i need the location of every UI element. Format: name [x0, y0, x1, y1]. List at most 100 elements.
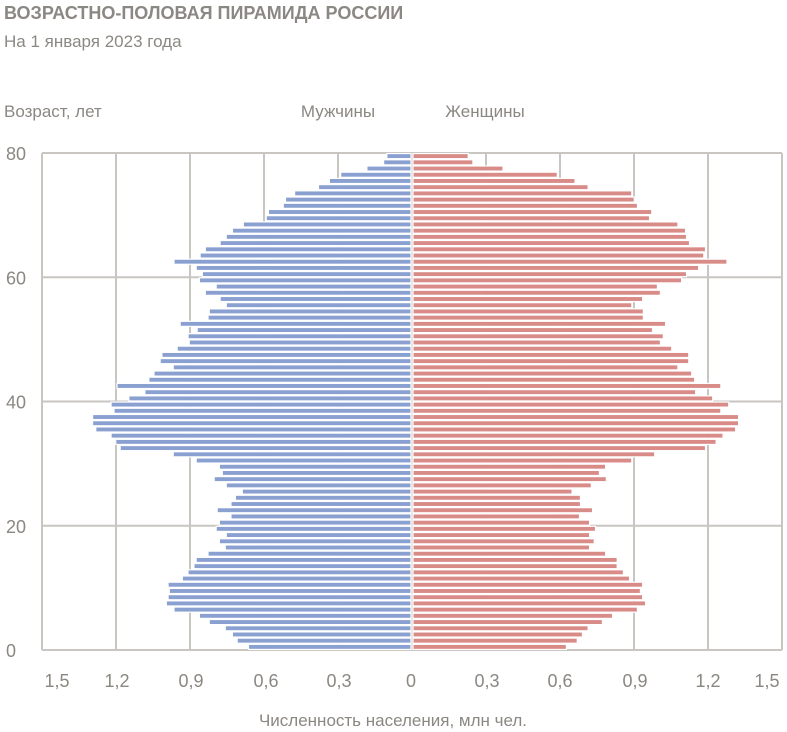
x-tick-label: 0,3 — [326, 671, 351, 691]
bar-female-age-36 — [412, 420, 740, 427]
bar-female-age-77 — [412, 165, 504, 172]
bar-female-age-0 — [412, 643, 568, 651]
bar-female-age-8 — [412, 594, 644, 601]
bar-male-age-69 — [265, 215, 412, 222]
bar-female-age-47 — [412, 351, 690, 359]
bar-male-age-37 — [91, 413, 412, 421]
y-tick-label: 20 — [6, 517, 26, 537]
bar-male-age-55 — [225, 302, 412, 309]
bar-female-age-74 — [412, 184, 589, 191]
bar-female-age-6 — [412, 606, 639, 613]
bar-female-age-59 — [412, 277, 683, 284]
bar-female-age-54 — [412, 308, 644, 315]
bar-male-age-30 — [195, 457, 412, 464]
bar-male-age-23 — [230, 500, 412, 508]
bar-male-age-74 — [317, 184, 412, 191]
bar-male-age-9 — [168, 587, 412, 595]
bar-female-age-26 — [412, 482, 592, 489]
bar-female-age-75 — [412, 177, 576, 185]
bar-male-age-42 — [116, 382, 412, 390]
bar-female-age-22 — [412, 507, 594, 514]
bar-female-age-2 — [412, 631, 584, 638]
x-tick-label: 0 — [406, 671, 416, 691]
bar-female-age-19 — [412, 525, 597, 533]
bar-female-age-34 — [412, 432, 724, 439]
bar-female-age-79 — [412, 152, 469, 160]
bar-female-age-16 — [412, 544, 591, 551]
bar-male-age-77 — [366, 165, 412, 172]
bar-female-age-31 — [412, 451, 656, 458]
y-tick-label: 80 — [6, 144, 26, 164]
bar-female-age-51 — [412, 326, 654, 334]
bar-female-age-14 — [412, 556, 618, 564]
bar-female-age-1 — [412, 637, 578, 644]
bar-female-age-15 — [412, 550, 607, 557]
bar-male-age-35 — [95, 426, 412, 433]
bar-female-age-68 — [412, 221, 679, 228]
bar-female-age-69 — [412, 215, 651, 222]
bar-female-age-39 — [412, 401, 730, 408]
bar-female-age-24 — [412, 494, 582, 501]
bar-male-age-31 — [172, 451, 412, 458]
bar-male-age-22 — [216, 507, 412, 514]
bar-female-age-35 — [412, 426, 737, 433]
bar-male-age-45 — [172, 364, 412, 371]
bar-male-age-56 — [219, 295, 412, 303]
x-tick-label: 1,5 — [44, 671, 69, 691]
bar-male-age-25 — [241, 488, 412, 495]
bar-female-age-57 — [412, 289, 661, 296]
bar-male-age-52 — [179, 320, 412, 327]
bar-male-age-2 — [231, 631, 412, 638]
bar-male-age-17 — [218, 538, 412, 545]
bar-male-age-1 — [236, 637, 412, 644]
y-tick-labels: 0 20 40 60 80 — [6, 144, 26, 661]
x-tick-label: 0,3 — [474, 671, 499, 691]
bar-male-age-14 — [195, 556, 412, 564]
bar-male-age-24 — [234, 494, 412, 501]
bar-female-age-56 — [412, 295, 644, 303]
bar-female-age-52 — [412, 320, 667, 327]
bar-female-age-29 — [412, 463, 607, 470]
bar-female-age-64 — [412, 246, 707, 253]
bar-male-age-51 — [196, 326, 412, 334]
bar-female-age-50 — [412, 333, 664, 340]
bar-male-age-65 — [219, 239, 412, 247]
bar-female-age-60 — [412, 270, 688, 278]
bar-male-age-18 — [225, 531, 412, 539]
bar-male-age-8 — [167, 594, 412, 601]
bar-male-age-29 — [218, 463, 412, 470]
bar-male-age-73 — [293, 190, 412, 197]
x-tick-label: 1,5 — [754, 671, 779, 691]
bar-female-age-61 — [412, 264, 700, 272]
bar-male-age-68 — [242, 221, 412, 228]
bar-male-age-26 — [225, 482, 412, 489]
bar-female-age-53 — [412, 314, 644, 321]
bar-female-age-38 — [412, 407, 722, 414]
x-axis-label: Численность населения, млн чел. — [259, 711, 527, 730]
bar-male-age-36 — [91, 420, 412, 427]
bar-female-age-9 — [412, 587, 642, 595]
bar-male-age-7 — [165, 600, 412, 607]
x-tick-label: 1,2 — [695, 671, 720, 691]
bar-male-age-43 — [148, 376, 412, 383]
bar-male-age-40 — [128, 395, 412, 402]
bar-male-age-46 — [159, 357, 412, 365]
bar-female-age-20 — [412, 519, 591, 526]
bar-female-age-42 — [412, 382, 722, 390]
bar-male-age-19 — [215, 525, 412, 533]
bar-female-age-67 — [412, 227, 687, 234]
bar-female-age-11 — [412, 575, 631, 582]
y-tick-label: 0 — [6, 641, 16, 661]
x-tick-label: 0,6 — [547, 671, 572, 691]
bar-male-age-75 — [328, 177, 412, 185]
bar-male-age-6 — [173, 606, 412, 613]
bar-male-age-11 — [181, 575, 412, 582]
bar-male-age-33 — [115, 438, 412, 446]
bar-female-age-5 — [412, 612, 614, 619]
bar-female-age-37 — [412, 413, 740, 421]
bar-male-age-58 — [215, 283, 412, 290]
bar-male-age-59 — [198, 277, 412, 284]
bar-male-age-16 — [224, 544, 412, 551]
x-tick-label: 0,6 — [253, 671, 278, 691]
